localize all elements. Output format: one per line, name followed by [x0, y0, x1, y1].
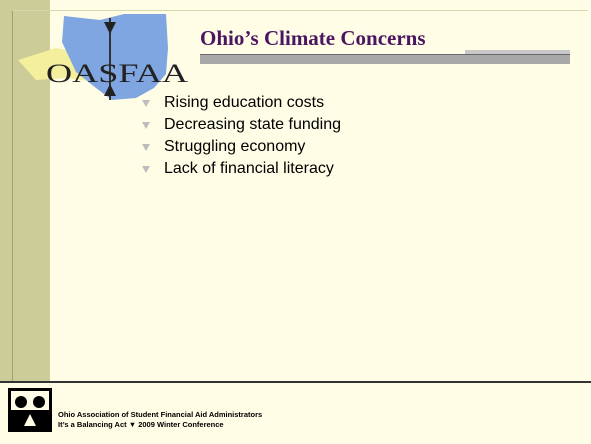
- footer-text: Ohio Association of Student Financial Ai…: [58, 410, 262, 430]
- footer-line2: It’s a Balancing Act ▼ 2009 Winter Confe…: [58, 420, 224, 429]
- frame: [12, 10, 588, 382]
- icon-dot: [15, 396, 27, 408]
- bullet: Struggling economy: [142, 136, 341, 158]
- icon-triangle: [24, 414, 36, 426]
- footer-icon: [8, 388, 52, 432]
- bullet: Rising education costs: [142, 92, 341, 114]
- bullet: Lack of financial literacy: [142, 158, 341, 180]
- footer-line1: Ohio Association of Student Financial Ai…: [58, 410, 263, 419]
- logo-map: [62, 14, 168, 100]
- logo-text: OASFAA: [46, 59, 188, 88]
- title-bar: [200, 54, 570, 64]
- icon-dot: [33, 396, 45, 408]
- logo: OASFAA: [18, 14, 188, 100]
- footer-line: [0, 381, 591, 383]
- title: Ohio’s Climate Concerns: [200, 26, 426, 50]
- title-bar: [465, 50, 570, 54]
- bullet: Decreasing state funding: [142, 114, 341, 136]
- bullet-list: Rising education costs Decreasing state f…: [142, 92, 341, 180]
